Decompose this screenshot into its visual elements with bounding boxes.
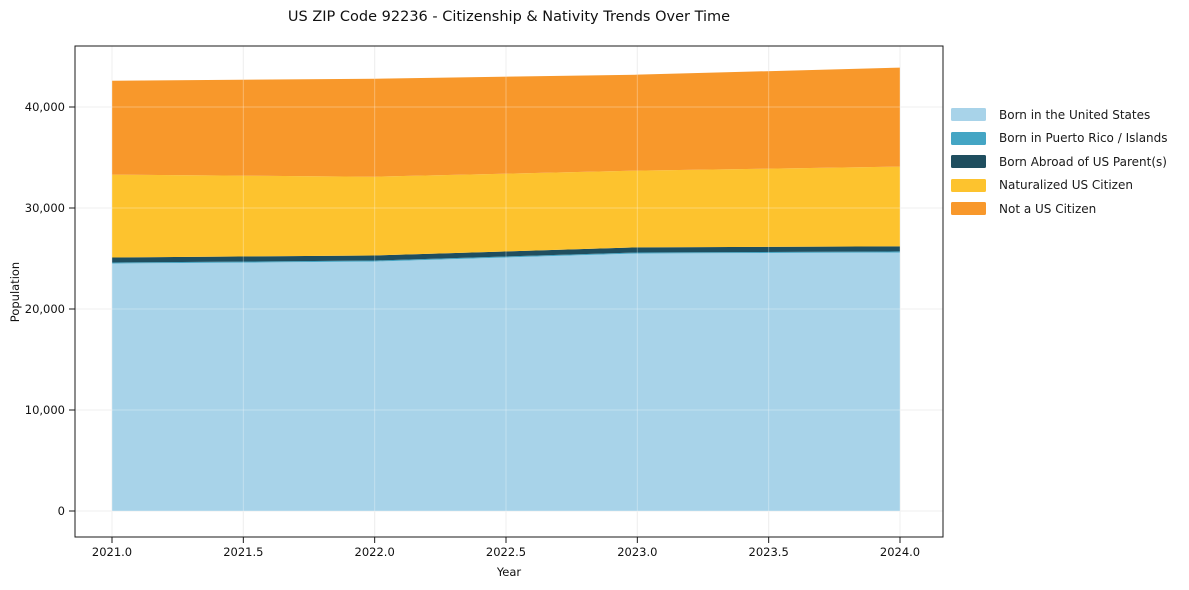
legend-swatch (951, 178, 986, 192)
legend-swatch (951, 108, 986, 122)
x-tick-label: 2021.0 (92, 545, 132, 559)
area-series-0 (112, 252, 900, 511)
chart-title: US ZIP Code 92236 - Citizenship & Nativi… (287, 9, 731, 25)
legend-label: Born in Puerto Rico / Islands (999, 131, 1168, 146)
legend-label: Not a US Citizen (999, 201, 1097, 216)
y-tick-label: 0 (58, 504, 65, 518)
legend-swatch (951, 155, 986, 169)
x-tick-label: 2024.0 (880, 545, 920, 559)
legend-label: Naturalized US Citizen (999, 178, 1133, 193)
legend-swatch (951, 202, 986, 216)
y-axis-label: Population (8, 261, 22, 323)
x-tick-label: 2022.0 (355, 545, 395, 559)
area-series-3 (112, 166, 900, 258)
x-tick-label: 2021.5 (223, 545, 263, 559)
y-tick-label: 20,000 (25, 302, 65, 316)
area-series-4 (112, 67, 900, 177)
legend-item: Naturalized US Citizen (951, 174, 1168, 198)
legend-item: Born in Puerto Rico / Islands (951, 127, 1168, 151)
area-series-1 (112, 251, 900, 264)
x-axis-label: Year (496, 565, 522, 579)
x-tick-label: 2023.5 (749, 545, 789, 559)
y-tick-label: 40,000 (25, 100, 65, 114)
legend-swatch (951, 131, 986, 145)
y-tick-label: 10,000 (25, 403, 65, 417)
legend-label: Born Abroad of US Parent(s) (999, 154, 1167, 169)
legend-item: Born Abroad of US Parent(s) (951, 150, 1168, 174)
legend-item: Born in the United States (951, 103, 1168, 127)
x-tick-label: 2023.0 (617, 545, 657, 559)
area-series-2 (112, 246, 900, 263)
y-tick-label: 30,000 (25, 201, 65, 215)
x-tick-label: 2022.5 (486, 545, 526, 559)
legend-item: Not a US Citizen (951, 197, 1168, 221)
plot-border (74, 45, 944, 538)
legend-label: Born in the United States (999, 107, 1151, 122)
legend: Born in the United States Born in Puerto … (951, 103, 1168, 221)
